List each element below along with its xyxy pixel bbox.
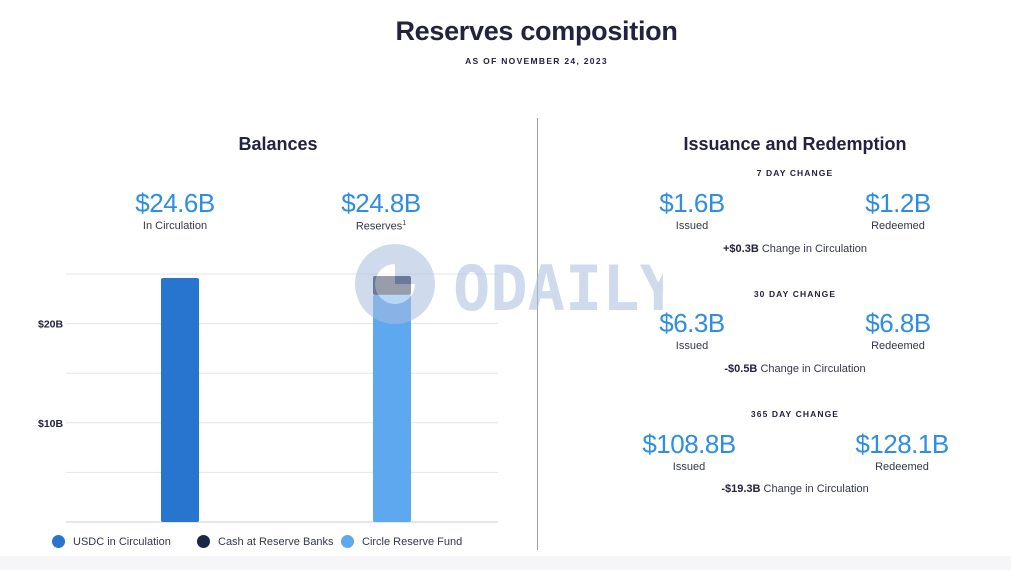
chart-grid — [66, 273, 498, 523]
legend-cash-dot — [197, 535, 210, 548]
issuance-title: Issuance and Redemption — [683, 134, 907, 154]
change-amount: -$19.3B — [721, 483, 761, 495]
change-amount: +$0.3B — [722, 243, 759, 255]
balances-title: Balances — [238, 134, 318, 154]
change-amount: -$0.5B — [724, 363, 758, 375]
legend-fund: Circle Reserve Fund — [341, 535, 462, 548]
period-title: 7 DAY CHANGE — [756, 168, 834, 178]
reserves-label-text: Reserves — [355, 220, 403, 233]
reserves-footnote: 1 — [402, 220, 407, 227]
issued-label: Issued — [675, 340, 709, 352]
legend-usdc-label: USDC in Circulation — [73, 535, 171, 548]
issued-label: Issued — [675, 220, 709, 232]
legend-cash: Cash at Reserve Banks — [197, 535, 334, 548]
section-divider — [537, 118, 538, 550]
issued-value: $6.3B — [659, 308, 725, 338]
watermark-text: ODAILY — [453, 252, 663, 325]
page-title: Reserves composition — [395, 16, 678, 46]
redeemed-value: $128.1B — [855, 429, 949, 459]
y-tick-label: $10B — [38, 418, 64, 430]
legend-usdc-dot — [52, 535, 65, 548]
y-tick-label: $20B — [38, 319, 64, 331]
issued-value: $108.8B — [642, 429, 736, 459]
redeemed-label: Redeemed — [871, 340, 925, 352]
circulation-change: -$0.5B Change in Circulation — [665, 363, 925, 375]
reserves-label: Reserves1 — [301, 220, 461, 233]
legend-fund-label: Circle Reserve Fund — [362, 535, 463, 548]
period-title: 30 DAY CHANGE — [753, 289, 837, 299]
issued-label: Issued — [672, 461, 706, 473]
redeemed-value: $6.8B — [865, 308, 931, 338]
circulation-change: +$0.3B Change in Circulation — [665, 243, 925, 255]
legend-fund-dot — [341, 535, 354, 548]
circulation-change: -$19.3B Change in Circulation — [665, 483, 925, 495]
legend-cash-label: Cash at Reserve Banks — [218, 535, 334, 548]
page-footer-band — [0, 556, 1011, 570]
change-text: Change in Circulation — [763, 483, 869, 495]
circulation-value: $24.6B — [135, 188, 215, 218]
redeemed-label: Redeemed — [875, 461, 929, 473]
issued-value: $1.6B — [659, 188, 725, 218]
redeemed-value: $1.2B — [865, 188, 931, 218]
change-text: Change in Circulation — [761, 243, 867, 255]
legend-usdc: USDC in Circulation — [52, 535, 171, 548]
bar-usdc-in-circulation[interactable] — [161, 277, 199, 522]
chart-y-axis: $10B $20B — [38, 319, 64, 430]
circulation-label: In Circulation — [142, 220, 208, 232]
redeemed-label: Redeemed — [871, 220, 925, 232]
reserves-value: $24.8B — [341, 188, 421, 218]
bar-circle-reserve-fund[interactable] — [373, 294, 411, 522]
change-text: Change in Circulation — [760, 363, 866, 375]
period-title: 365 DAY CHANGE — [750, 409, 840, 419]
odaily-watermark-logo: ODAILY — [355, 244, 663, 325]
as-of-date: AS OF NOVEMBER 24, 2023 — [465, 56, 608, 66]
